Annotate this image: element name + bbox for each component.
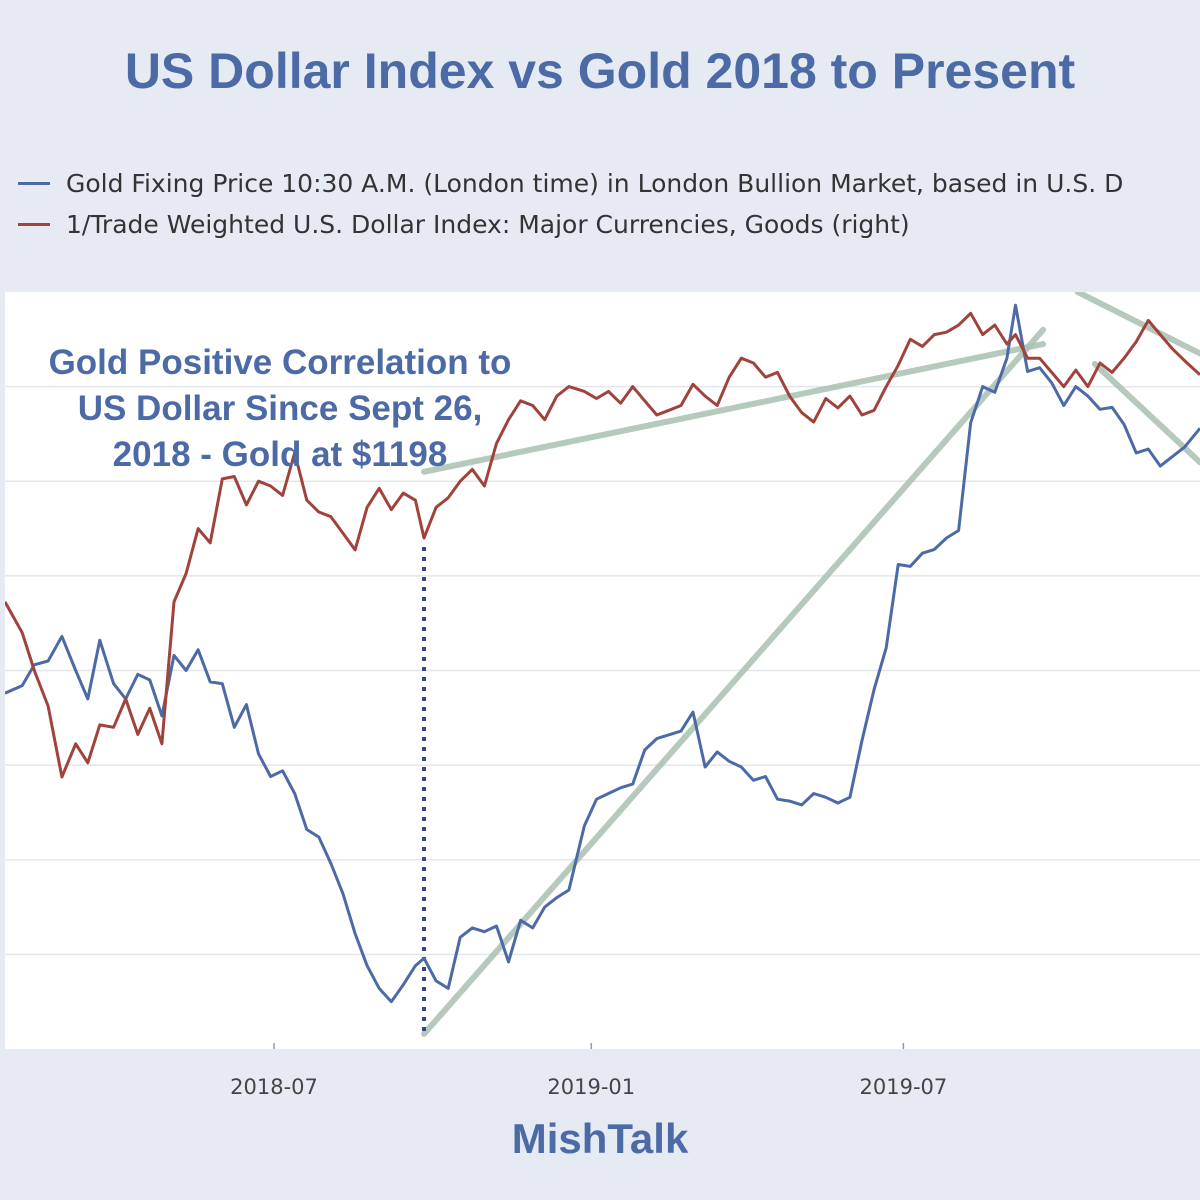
legend-swatch-gold [18, 181, 50, 185]
trendline [1074, 292, 1200, 357]
x-tick-label: 2018-07 [230, 1075, 318, 1099]
watermark: MishTalk [511, 1115, 689, 1162]
usd-index-line [5, 311, 1200, 779]
legend-item-usd-index[interactable]: 1/Trade Weighted U.S. Dollar Index: Majo… [18, 207, 910, 241]
legend-label-gold: Gold Fixing Price 10:30 A.M. (London tim… [66, 168, 1124, 198]
chart-annotation: Gold Positive Correlation to US Dollar S… [48, 343, 512, 474]
trendline [421, 341, 1047, 475]
chart-svg [5, 292, 1200, 1049]
gold-price-line [5, 303, 1200, 1004]
legend-item-gold[interactable]: Gold Fixing Price 10:30 A.M. (London tim… [18, 166, 1123, 200]
x-tick-label: 2019-07 [859, 1075, 948, 1099]
plot-area [5, 292, 1200, 1049]
x-tick-label: 2019-01 [547, 1075, 636, 1099]
legend-label-usd-index: 1/Trade Weighted U.S. Dollar Index: Majo… [66, 209, 910, 239]
trendline [1091, 360, 1200, 466]
trendline [421, 326, 1047, 1037]
legend-swatch-usd-index [18, 222, 50, 226]
chart-title: US Dollar Index vs Gold 2018 to Present [124, 43, 1076, 99]
